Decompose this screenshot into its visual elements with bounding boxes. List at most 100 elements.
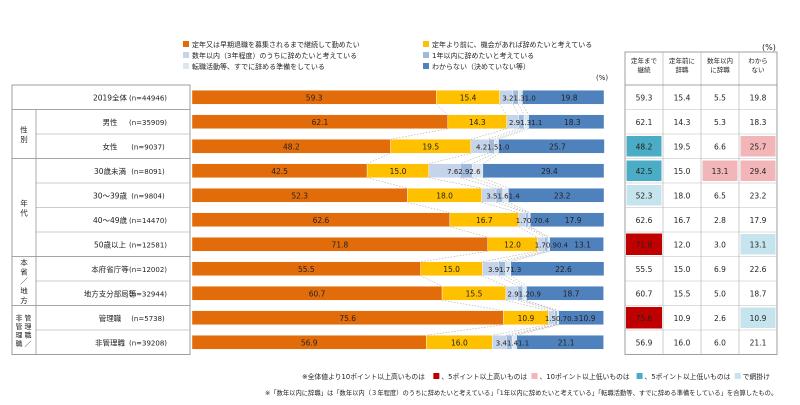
bar-label: 22.6	[555, 265, 572, 274]
table-header: 定年まで	[631, 56, 658, 65]
bar-label: 16.7	[476, 216, 493, 225]
table-cell-highlight-low5	[626, 185, 662, 206]
row-label: 30～39歳	[93, 190, 128, 200]
group-label-char: 職	[16, 339, 23, 348]
note-swatch-high5	[531, 373, 538, 379]
note-text: 、5ポイント以上低いものは	[645, 372, 731, 381]
row-n: (n=44946)	[129, 94, 167, 102]
bar-segment-unknown	[528, 114, 605, 129]
bar-label: 16.0	[451, 338, 468, 347]
group-label-char: 方	[20, 295, 28, 305]
group-label-char: 地	[20, 286, 28, 296]
bar-label: 18.7	[563, 289, 580, 298]
connector-line	[508, 202, 531, 213]
bar-label: 56.9	[301, 338, 318, 347]
bar-label-small: 2.91.31.1	[509, 119, 542, 127]
table-cell: 5.3	[714, 118, 726, 127]
note-text: ※全体値より10ポイント以上高いものは	[302, 372, 425, 381]
table-cell: 62.1	[636, 118, 653, 127]
bar-label: 25.7	[549, 142, 566, 151]
bar-label-small: 2.91.20.9	[508, 290, 541, 298]
connector-line	[530, 226, 550, 238]
legend-label-transferring: 転職活動等、すでに辞める準備をしている	[192, 62, 325, 71]
table-cell: 52.3	[636, 191, 653, 200]
table-cell: 2.8	[714, 216, 726, 225]
connector-line	[460, 177, 497, 189]
table-cell: 5.0	[714, 289, 726, 298]
table-cell: 14.3	[674, 118, 691, 127]
legend-swatch-within_years	[183, 52, 189, 58]
bar-segment-unknown	[508, 188, 605, 203]
connector-line	[449, 226, 488, 238]
connector-line	[528, 226, 549, 238]
bar-label: 75.6	[339, 314, 356, 323]
group-label-char: ／	[25, 340, 32, 348]
table-cell: 18.3	[750, 118, 767, 127]
table-cell-highlight-low10	[626, 160, 662, 181]
table-percent-label: (%)	[762, 43, 776, 52]
connector-line	[499, 104, 507, 115]
row-label: 30歳未満	[94, 166, 127, 176]
bar-label: 15.4	[460, 93, 477, 102]
table-cell: 56.9	[636, 338, 653, 347]
connector-line	[482, 153, 499, 164]
bar-segment-unknown	[530, 212, 605, 227]
table-cell: 6.6	[714, 142, 726, 151]
row-n: (n=32944)	[129, 290, 167, 298]
connector-line	[436, 104, 449, 115]
bar-label: 18.0	[436, 191, 453, 200]
connector-line	[495, 202, 526, 213]
connector-line	[407, 202, 450, 213]
group-label-char: 管	[25, 313, 32, 322]
connector-line	[420, 275, 443, 287]
table-cell: 75.6	[636, 314, 653, 323]
bar-segment-unknown	[558, 310, 604, 325]
bar-label: 13.1	[574, 240, 591, 249]
bar-label: 42.5	[271, 167, 288, 176]
table-cell: 2.6	[714, 314, 726, 323]
table-cell: 19.8	[750, 93, 767, 102]
note-text-2: ※「数年以内に辞職」は「数年以内（３年程度）のうちに辞めたいと考えている」「1年…	[265, 388, 777, 397]
table-cell: 17.9	[750, 216, 767, 225]
row-n: (n=39208)	[129, 339, 167, 347]
connector-line	[498, 128, 529, 140]
table-header: 辞職	[676, 65, 690, 74]
bar-segment-unknown	[482, 163, 605, 178]
connector-line	[492, 324, 549, 336]
group-label-char: 理	[25, 323, 32, 331]
bar-label: 19.5	[422, 142, 439, 151]
connector-line	[522, 104, 529, 115]
bar-label: 23.2	[554, 191, 571, 200]
table-cell: 71.8	[636, 240, 653, 249]
group-label-char: 理	[16, 331, 23, 339]
group-label-char: 別	[20, 135, 28, 144]
bar-label: 52.3	[291, 191, 308, 200]
bar-label-small: 1.70.70.4	[516, 217, 550, 225]
table-cell: 6.5	[714, 191, 726, 200]
bar-label-small: 3.41.41.1	[496, 339, 529, 347]
bar-label: 14.3	[469, 118, 486, 127]
table-header: ない	[752, 66, 765, 74]
table-cell: 60.7	[636, 289, 653, 298]
table-cell: 25.7	[750, 142, 767, 151]
table-cell-highlight-high5	[702, 160, 738, 181]
connector-line	[506, 324, 555, 336]
table-cell-highlight-low5	[740, 307, 776, 328]
legend-swatch-within_1year	[423, 52, 429, 58]
table-cell-highlight-high10	[626, 307, 662, 329]
bar-label: 19.8	[561, 93, 578, 102]
group-label-char: 省	[20, 267, 28, 277]
table-cell: 59.3	[636, 93, 653, 102]
table-cell: 29.4	[750, 167, 767, 176]
bar-label-small: 3.51.61.4	[486, 192, 520, 200]
legend-swatch-unknown	[423, 63, 429, 69]
table-header: 継続	[638, 65, 652, 74]
note-swatch-low10	[636, 373, 643, 379]
note-swatch-low5	[734, 373, 741, 379]
table-cell-highlight-low5	[740, 234, 776, 255]
connector-line	[510, 275, 527, 287]
table-cell: 21.1	[750, 338, 767, 347]
table-header: 数年以内	[707, 56, 733, 65]
row-label: 50歳以上	[94, 239, 127, 249]
bar-segment-unknown	[516, 335, 604, 350]
